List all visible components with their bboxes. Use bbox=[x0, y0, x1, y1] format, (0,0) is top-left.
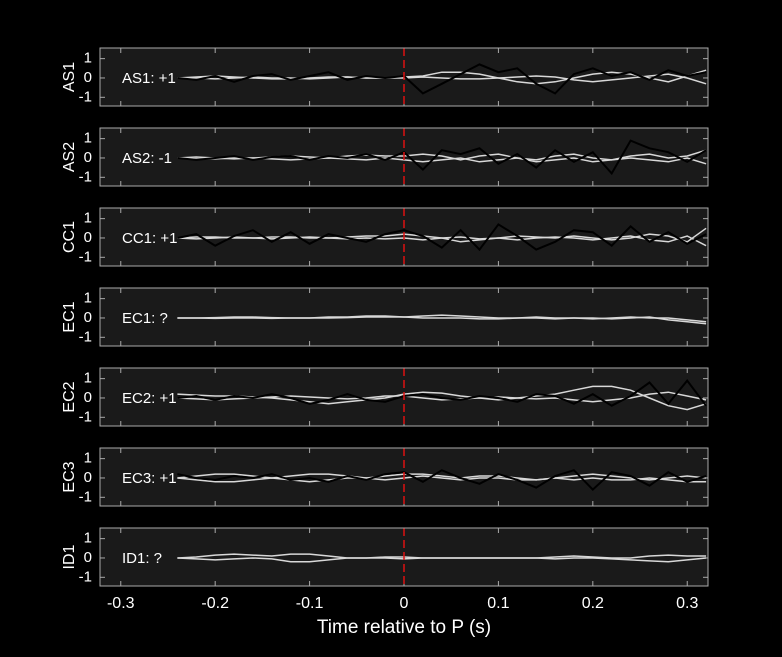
plot-frame bbox=[99, 447, 709, 507]
annotation: ID1: ? bbox=[122, 550, 162, 567]
x-tick-label: -0.3 bbox=[107, 595, 135, 612]
y-tick-label: 0 bbox=[84, 229, 92, 246]
waveform bbox=[177, 223, 707, 252]
waveform bbox=[177, 314, 707, 323]
annotation: AS1: +1 bbox=[122, 70, 176, 87]
panel: -1 0 1 EC1: ? EC1 bbox=[61, 287, 709, 347]
panel: -1 0 1 EC3: +1 EC3 bbox=[61, 447, 709, 507]
waveform bbox=[177, 469, 707, 491]
annotation: AS2: -1 bbox=[122, 150, 172, 167]
y-tick-label: 0 bbox=[84, 549, 92, 566]
y-tick-label: -1 bbox=[79, 88, 92, 105]
y-tick-label: 1 bbox=[84, 450, 92, 467]
waveform bbox=[177, 391, 707, 403]
panel: -1 0 1 CC1: +1 CC1 bbox=[61, 207, 709, 267]
waveform bbox=[177, 475, 707, 483]
y-axis-label: EC1 bbox=[61, 301, 78, 332]
plot-frame bbox=[99, 127, 709, 187]
x-tick-label: 0 bbox=[400, 595, 409, 612]
x-tick-label: 0.1 bbox=[487, 595, 509, 612]
y-tick-label: 0 bbox=[84, 69, 92, 86]
plot-frame bbox=[99, 47, 709, 107]
y-tick-label: -1 bbox=[79, 488, 92, 505]
y-tick-label: 0 bbox=[84, 389, 92, 406]
annotation: CC1: +1 bbox=[122, 230, 177, 247]
y-axis-label: EC2 bbox=[61, 381, 78, 412]
waveform bbox=[177, 378, 707, 407]
x-tick-label: 0.2 bbox=[582, 595, 604, 612]
x-axis-label: Time relative to P (s) bbox=[317, 617, 491, 638]
y-tick-label: -1 bbox=[79, 248, 92, 265]
y-tick-label: -1 bbox=[79, 168, 92, 185]
y-axis-label: EC3 bbox=[61, 461, 78, 492]
plot-frame bbox=[99, 207, 709, 267]
y-tick-label: 1 bbox=[84, 290, 92, 307]
panel: -1 0 1 EC2: +1 EC2 bbox=[61, 367, 709, 427]
y-tick-label: 1 bbox=[84, 370, 92, 387]
waveform bbox=[177, 473, 707, 481]
waveform bbox=[177, 139, 707, 176]
y-tick-label: -1 bbox=[79, 408, 92, 425]
y-tick-label: -1 bbox=[79, 328, 92, 345]
y-tick-label: 0 bbox=[84, 309, 92, 326]
plot-frame bbox=[99, 527, 709, 587]
waveform bbox=[177, 316, 707, 325]
plot-frame bbox=[99, 287, 709, 347]
x-tick-label: -0.1 bbox=[296, 595, 324, 612]
y-axis-label: AS2 bbox=[61, 142, 78, 172]
annotation: EC2: +1 bbox=[122, 390, 177, 407]
panel: -1 0 1 AS1: +1 AS1 bbox=[61, 47, 709, 107]
y-tick-label: 1 bbox=[84, 130, 92, 147]
x-tick-label: 0.3 bbox=[676, 595, 698, 612]
waveform bbox=[177, 69, 707, 85]
waveform bbox=[177, 73, 707, 85]
annotation: EC3: +1 bbox=[122, 470, 177, 487]
y-tick-label: 1 bbox=[84, 50, 92, 67]
y-axis-label: CC1 bbox=[61, 221, 78, 253]
waveform bbox=[177, 557, 707, 563]
plot-frame bbox=[99, 367, 709, 427]
y-axis-label: ID1 bbox=[61, 544, 78, 569]
y-axis-label: AS1 bbox=[61, 62, 78, 92]
y-tick-label: -1 bbox=[79, 568, 92, 585]
panel: -1 0 1 AS2: -1 AS2 bbox=[61, 127, 709, 187]
y-tick-label: 1 bbox=[84, 210, 92, 227]
panel: -1 0 1 -0.3 -0.2 -0.1 0 0.1 0.2 0.3 ID1: ? ID1 Time … bbox=[61, 527, 709, 638]
x-tick-label: -0.2 bbox=[201, 595, 229, 612]
waveform bbox=[177, 63, 707, 95]
y-tick-label: 0 bbox=[84, 149, 92, 166]
annotation: EC1: ? bbox=[122, 310, 168, 327]
y-tick-label: 0 bbox=[84, 469, 92, 486]
y-tick-label: 1 bbox=[84, 530, 92, 547]
